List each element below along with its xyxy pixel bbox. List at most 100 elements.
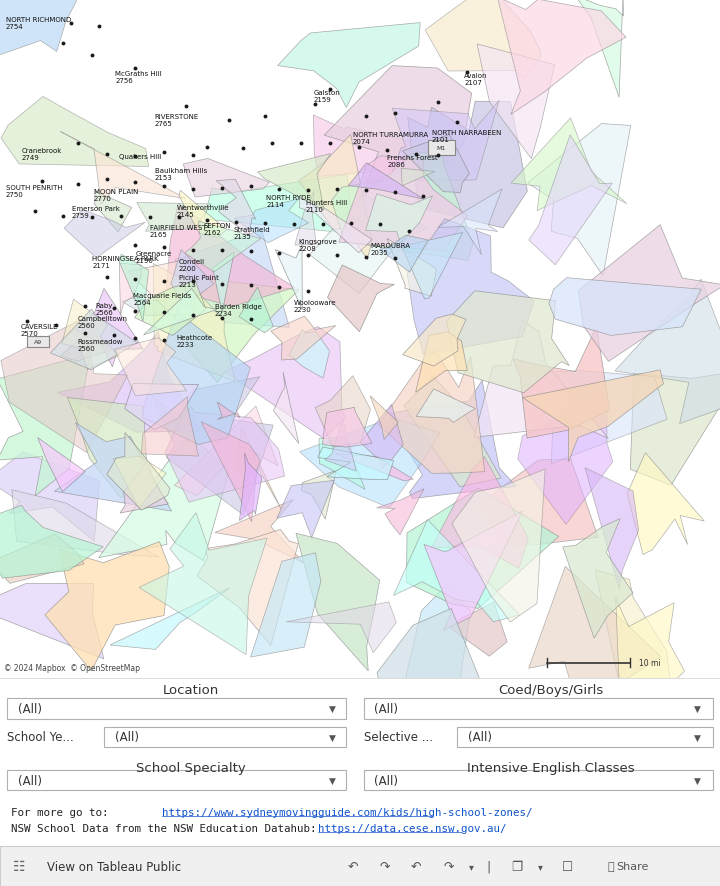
Text: ▼: ▼: [693, 776, 701, 785]
Polygon shape: [513, 327, 610, 439]
Polygon shape: [563, 519, 633, 639]
Polygon shape: [183, 159, 269, 198]
Text: Emerson Park
2759: Emerson Park 2759: [72, 206, 120, 218]
Text: MOON PLAIN
2770: MOON PLAIN 2770: [94, 189, 138, 201]
Polygon shape: [143, 289, 217, 336]
Text: CAVERSILE
2570: CAVERSILE 2570: [20, 323, 58, 337]
Polygon shape: [377, 609, 480, 734]
Polygon shape: [171, 250, 214, 307]
Polygon shape: [62, 299, 119, 370]
Polygon shape: [579, 225, 720, 362]
Polygon shape: [215, 500, 304, 563]
Text: Condell
2200: Condell 2200: [179, 259, 204, 272]
Polygon shape: [366, 195, 433, 244]
Polygon shape: [94, 192, 132, 233]
Polygon shape: [319, 438, 365, 490]
Text: NORTH NARRABEEN
2101: NORTH NARRABEEN 2101: [432, 130, 501, 144]
Text: View on Tableau Public: View on Tableau Public: [47, 859, 181, 873]
Bar: [428, 141, 455, 156]
Polygon shape: [477, 460, 598, 545]
Polygon shape: [236, 426, 281, 509]
Text: Greenacre
2190: Greenacre 2190: [135, 251, 171, 264]
Polygon shape: [452, 470, 545, 622]
Text: Selective ...: Selective ...: [364, 731, 433, 743]
Polygon shape: [511, 119, 627, 212]
Polygon shape: [498, 0, 626, 115]
Text: ▼: ▼: [329, 733, 336, 742]
Text: Strathfield
2135: Strathfield 2135: [234, 227, 271, 240]
Text: ❐: ❐: [511, 859, 523, 873]
Polygon shape: [289, 330, 330, 378]
Polygon shape: [197, 530, 298, 646]
Text: SEFTON
2162: SEFTON 2162: [203, 222, 230, 236]
Polygon shape: [153, 377, 274, 516]
Polygon shape: [518, 387, 613, 525]
Text: Barden Ridge
2234: Barden Ridge 2234: [215, 304, 261, 316]
Polygon shape: [179, 191, 227, 238]
Polygon shape: [425, 0, 541, 80]
Polygon shape: [153, 264, 235, 382]
Text: ▾: ▾: [469, 861, 474, 871]
Polygon shape: [523, 370, 664, 462]
Polygon shape: [216, 180, 256, 236]
Polygon shape: [185, 222, 261, 273]
Polygon shape: [64, 210, 145, 259]
Polygon shape: [528, 124, 631, 276]
Text: HORNINGSEA PARK
2171: HORNINGSEA PARK 2171: [92, 256, 159, 269]
Text: NORTH RICHMOND
2754: NORTH RICHMOND 2754: [6, 17, 71, 30]
FancyBboxPatch shape: [364, 698, 713, 719]
Polygon shape: [50, 310, 138, 370]
Polygon shape: [313, 116, 438, 177]
Text: Kingsgrove
2208: Kingsgrove 2208: [299, 238, 338, 252]
Polygon shape: [474, 321, 608, 439]
Polygon shape: [408, 220, 534, 355]
Polygon shape: [616, 598, 685, 733]
Polygon shape: [402, 233, 463, 299]
Text: ▼: ▼: [329, 776, 336, 785]
Text: Picnic Point
2213: Picnic Point 2213: [179, 275, 218, 287]
Text: |: |: [486, 859, 490, 873]
Polygon shape: [113, 456, 166, 509]
Polygon shape: [286, 602, 396, 653]
Text: RIVERSTONE
2765: RIVERSTONE 2765: [155, 114, 199, 127]
Polygon shape: [315, 377, 371, 447]
Polygon shape: [0, 534, 84, 584]
Polygon shape: [431, 457, 528, 569]
Text: Intensive English Classes: Intensive English Classes: [467, 761, 634, 773]
Polygon shape: [627, 453, 704, 555]
Polygon shape: [0, 453, 99, 541]
Polygon shape: [251, 553, 321, 657]
Polygon shape: [274, 373, 299, 444]
Polygon shape: [370, 396, 398, 440]
Polygon shape: [204, 175, 355, 235]
Text: Avalon
2107: Avalon 2107: [464, 73, 488, 86]
Text: ↶: ↶: [411, 859, 421, 873]
Text: Galston
2159: Galston 2159: [313, 89, 340, 103]
Polygon shape: [1, 97, 149, 167]
Bar: [0, 846, 720, 886]
Polygon shape: [393, 520, 520, 622]
Polygon shape: [338, 157, 467, 252]
Polygon shape: [149, 279, 299, 383]
Text: NORTH RYDE
2114: NORTH RYDE 2114: [266, 195, 311, 208]
Text: https://www.sydneymovingguide.com/kids/high-school-zones/: https://www.sydneymovingguide.com/kids/h…: [162, 807, 533, 817]
Polygon shape: [416, 390, 475, 423]
Polygon shape: [201, 422, 261, 522]
Polygon shape: [114, 338, 186, 396]
Polygon shape: [310, 195, 428, 294]
Polygon shape: [300, 198, 372, 253]
Polygon shape: [328, 266, 395, 332]
Text: School Specialty: School Specialty: [136, 761, 246, 773]
Polygon shape: [630, 369, 720, 486]
Polygon shape: [402, 136, 469, 193]
Polygon shape: [139, 513, 267, 655]
Polygon shape: [477, 45, 554, 159]
Polygon shape: [360, 405, 403, 469]
Polygon shape: [299, 136, 372, 260]
Polygon shape: [45, 542, 169, 672]
Polygon shape: [125, 385, 199, 431]
Polygon shape: [135, 281, 206, 336]
Polygon shape: [174, 407, 278, 496]
Text: For more go to:: For more go to:: [11, 807, 114, 817]
Polygon shape: [55, 424, 171, 511]
